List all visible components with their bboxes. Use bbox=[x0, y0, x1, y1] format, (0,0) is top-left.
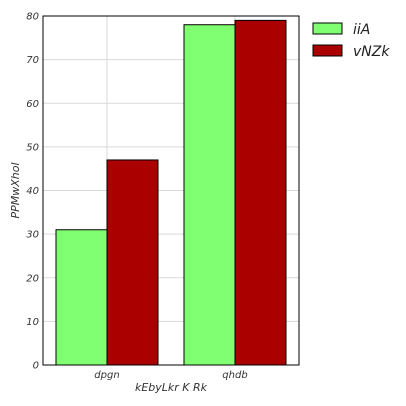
bar-vNZk-qhdb bbox=[234, 19, 287, 366]
y-tick-label: 10 bbox=[26, 317, 39, 328]
bar-vNZk-dpgn bbox=[106, 159, 159, 366]
x-tick-labels: dpgn qhdb bbox=[94, 370, 247, 381]
y-tick-labels: 0 10 20 30 40 50 60 70 80 bbox=[26, 12, 39, 372]
x-tick-label: dpgn bbox=[94, 370, 119, 381]
y-tick-label: 0 bbox=[33, 361, 39, 372]
x-axis-label: kEbyLkr K Rk bbox=[135, 381, 208, 394]
x-tick-label: qhdb bbox=[222, 370, 247, 381]
legend: iiA vNZk bbox=[312, 22, 390, 60]
y-tick-label: 80 bbox=[26, 12, 39, 23]
y-tick-label: 50 bbox=[26, 142, 39, 153]
y-tick-label: 40 bbox=[26, 186, 39, 197]
legend-swatch-vNZk bbox=[312, 44, 343, 57]
bar-iiA-dpgn bbox=[55, 229, 108, 366]
y-axis-label: PPMwXhol bbox=[9, 162, 22, 218]
plot-frame bbox=[42, 15, 300, 366]
y-tick-label: 60 bbox=[26, 99, 39, 110]
legend-label-vNZk: vNZk bbox=[353, 44, 390, 60]
bar-iiA-qhdb bbox=[183, 24, 236, 366]
legend-swatch-iiA bbox=[312, 22, 343, 35]
y-tick-label: 70 bbox=[26, 55, 39, 66]
bars bbox=[55, 19, 287, 366]
y-tick-label: 30 bbox=[26, 230, 39, 241]
legend-label-iiA: iiA bbox=[353, 22, 370, 38]
y-tick-label: 20 bbox=[26, 273, 39, 284]
